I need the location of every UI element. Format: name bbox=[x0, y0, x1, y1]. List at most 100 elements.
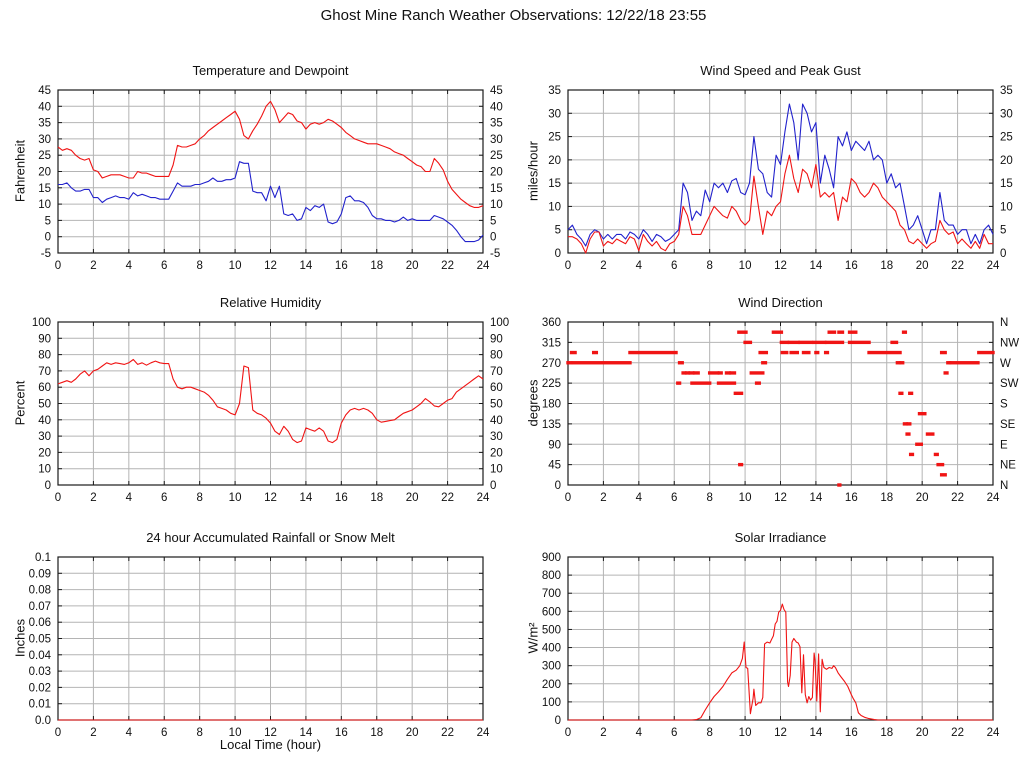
gridlines bbox=[568, 90, 993, 253]
svg-text:22: 22 bbox=[951, 260, 964, 272]
svg-text:30: 30 bbox=[490, 134, 503, 146]
svg-text:E: E bbox=[1000, 439, 1008, 451]
svg-text:4: 4 bbox=[126, 492, 133, 504]
svg-text:15: 15 bbox=[548, 178, 561, 190]
svg-text:18: 18 bbox=[370, 492, 383, 504]
svg-text:70: 70 bbox=[490, 366, 503, 378]
svg-text:35: 35 bbox=[1000, 85, 1013, 97]
svg-text:35: 35 bbox=[548, 85, 561, 97]
plot-frame bbox=[57, 89, 484, 254]
svg-text:20: 20 bbox=[38, 447, 51, 459]
svg-text:W: W bbox=[1000, 358, 1011, 370]
svg-text:600: 600 bbox=[542, 606, 561, 618]
svg-text:45: 45 bbox=[490, 85, 503, 97]
svg-text:8: 8 bbox=[196, 727, 202, 739]
svg-text:0.01: 0.01 bbox=[29, 699, 51, 711]
svg-text:20: 20 bbox=[916, 727, 929, 739]
svg-text:4: 4 bbox=[636, 492, 643, 504]
y-axis-label: degrees bbox=[525, 379, 541, 427]
svg-text:40: 40 bbox=[38, 415, 51, 427]
svg-text:20: 20 bbox=[38, 167, 51, 179]
svg-text:10: 10 bbox=[739, 727, 752, 739]
svg-text:100: 100 bbox=[32, 317, 51, 329]
svg-text:0: 0 bbox=[45, 232, 51, 244]
svg-text:900: 900 bbox=[542, 552, 561, 564]
svg-text:40: 40 bbox=[38, 101, 51, 113]
svg-text:5: 5 bbox=[45, 215, 51, 227]
svg-text:5: 5 bbox=[1000, 225, 1006, 237]
svg-text:24: 24 bbox=[477, 492, 490, 504]
chart-title: Temperature and Dewpoint bbox=[192, 63, 349, 78]
svg-text:30: 30 bbox=[38, 431, 51, 443]
chart-title: Solar Irradiance bbox=[734, 530, 827, 545]
svg-text:16: 16 bbox=[335, 492, 348, 504]
gridlines bbox=[58, 557, 483, 720]
wind-direction-points bbox=[566, 330, 995, 487]
svg-text:22: 22 bbox=[441, 260, 454, 272]
svg-text:300: 300 bbox=[542, 661, 561, 673]
svg-text:0: 0 bbox=[555, 480, 561, 492]
svg-text:2: 2 bbox=[90, 492, 96, 504]
svg-text:0.08: 0.08 bbox=[29, 585, 51, 597]
svg-text:20: 20 bbox=[490, 167, 503, 179]
x-axis-label: Local Time (hour) bbox=[219, 737, 322, 752]
svg-text:22: 22 bbox=[951, 727, 964, 739]
svg-text:N: N bbox=[1000, 317, 1008, 329]
svg-text:0: 0 bbox=[490, 232, 496, 244]
svg-text:0.1: 0.1 bbox=[35, 552, 51, 564]
svg-text:22: 22 bbox=[441, 727, 454, 739]
svg-text:20: 20 bbox=[406, 492, 419, 504]
y-axis-label: W/m² bbox=[525, 622, 541, 654]
svg-text:10: 10 bbox=[1000, 201, 1013, 213]
svg-text:360: 360 bbox=[542, 317, 561, 329]
chart-title: Wind Direction bbox=[738, 295, 823, 310]
svg-text:16: 16 bbox=[335, 727, 348, 739]
svg-text:18: 18 bbox=[370, 727, 383, 739]
svg-text:225: 225 bbox=[542, 378, 561, 390]
page-title: Ghost Mine Ranch Weather Observations: 1… bbox=[320, 7, 707, 24]
tick-labels: 0 2 4 6 8 10 12 14 16 18 20 22 249008007006005004003… bbox=[542, 552, 1000, 739]
svg-text:8: 8 bbox=[196, 260, 202, 272]
svg-text:24: 24 bbox=[477, 727, 490, 739]
svg-text:S: S bbox=[1000, 399, 1008, 411]
svg-text:80: 80 bbox=[490, 350, 503, 362]
svg-text:20: 20 bbox=[406, 260, 419, 272]
svg-text:10: 10 bbox=[38, 199, 51, 211]
svg-text:12: 12 bbox=[774, 492, 787, 504]
series-solar-irradiance bbox=[568, 603, 993, 721]
series-dewpoint bbox=[58, 161, 484, 243]
svg-text:SE: SE bbox=[1000, 419, 1016, 431]
svg-text:20: 20 bbox=[406, 727, 419, 739]
svg-text:-5: -5 bbox=[41, 248, 51, 260]
svg-text:200: 200 bbox=[542, 679, 561, 691]
svg-text:16: 16 bbox=[845, 727, 858, 739]
svg-text:6: 6 bbox=[161, 727, 167, 739]
svg-text:NW: NW bbox=[1000, 337, 1019, 349]
svg-text:0: 0 bbox=[55, 727, 61, 739]
svg-text:15: 15 bbox=[490, 183, 503, 195]
gridlines bbox=[568, 557, 993, 720]
plot-frame bbox=[57, 321, 484, 486]
svg-text:16: 16 bbox=[335, 260, 348, 272]
svg-text:50: 50 bbox=[490, 399, 503, 411]
svg-text:700: 700 bbox=[542, 588, 561, 600]
svg-text:20: 20 bbox=[916, 260, 929, 272]
svg-text:10: 10 bbox=[229, 260, 242, 272]
svg-text:-5: -5 bbox=[490, 248, 500, 260]
svg-text:0.03: 0.03 bbox=[29, 666, 51, 678]
svg-text:8: 8 bbox=[196, 492, 202, 504]
svg-text:8: 8 bbox=[706, 727, 712, 739]
y-axis-label: miles/hour bbox=[525, 141, 541, 201]
svg-text:0: 0 bbox=[565, 492, 571, 504]
series-relative-humidity bbox=[57, 358, 484, 444]
svg-text:6: 6 bbox=[671, 492, 677, 504]
series-wind-speed bbox=[568, 154, 993, 254]
svg-text:22: 22 bbox=[951, 492, 964, 504]
svg-text:0.07: 0.07 bbox=[29, 601, 51, 613]
svg-text:8: 8 bbox=[706, 492, 712, 504]
